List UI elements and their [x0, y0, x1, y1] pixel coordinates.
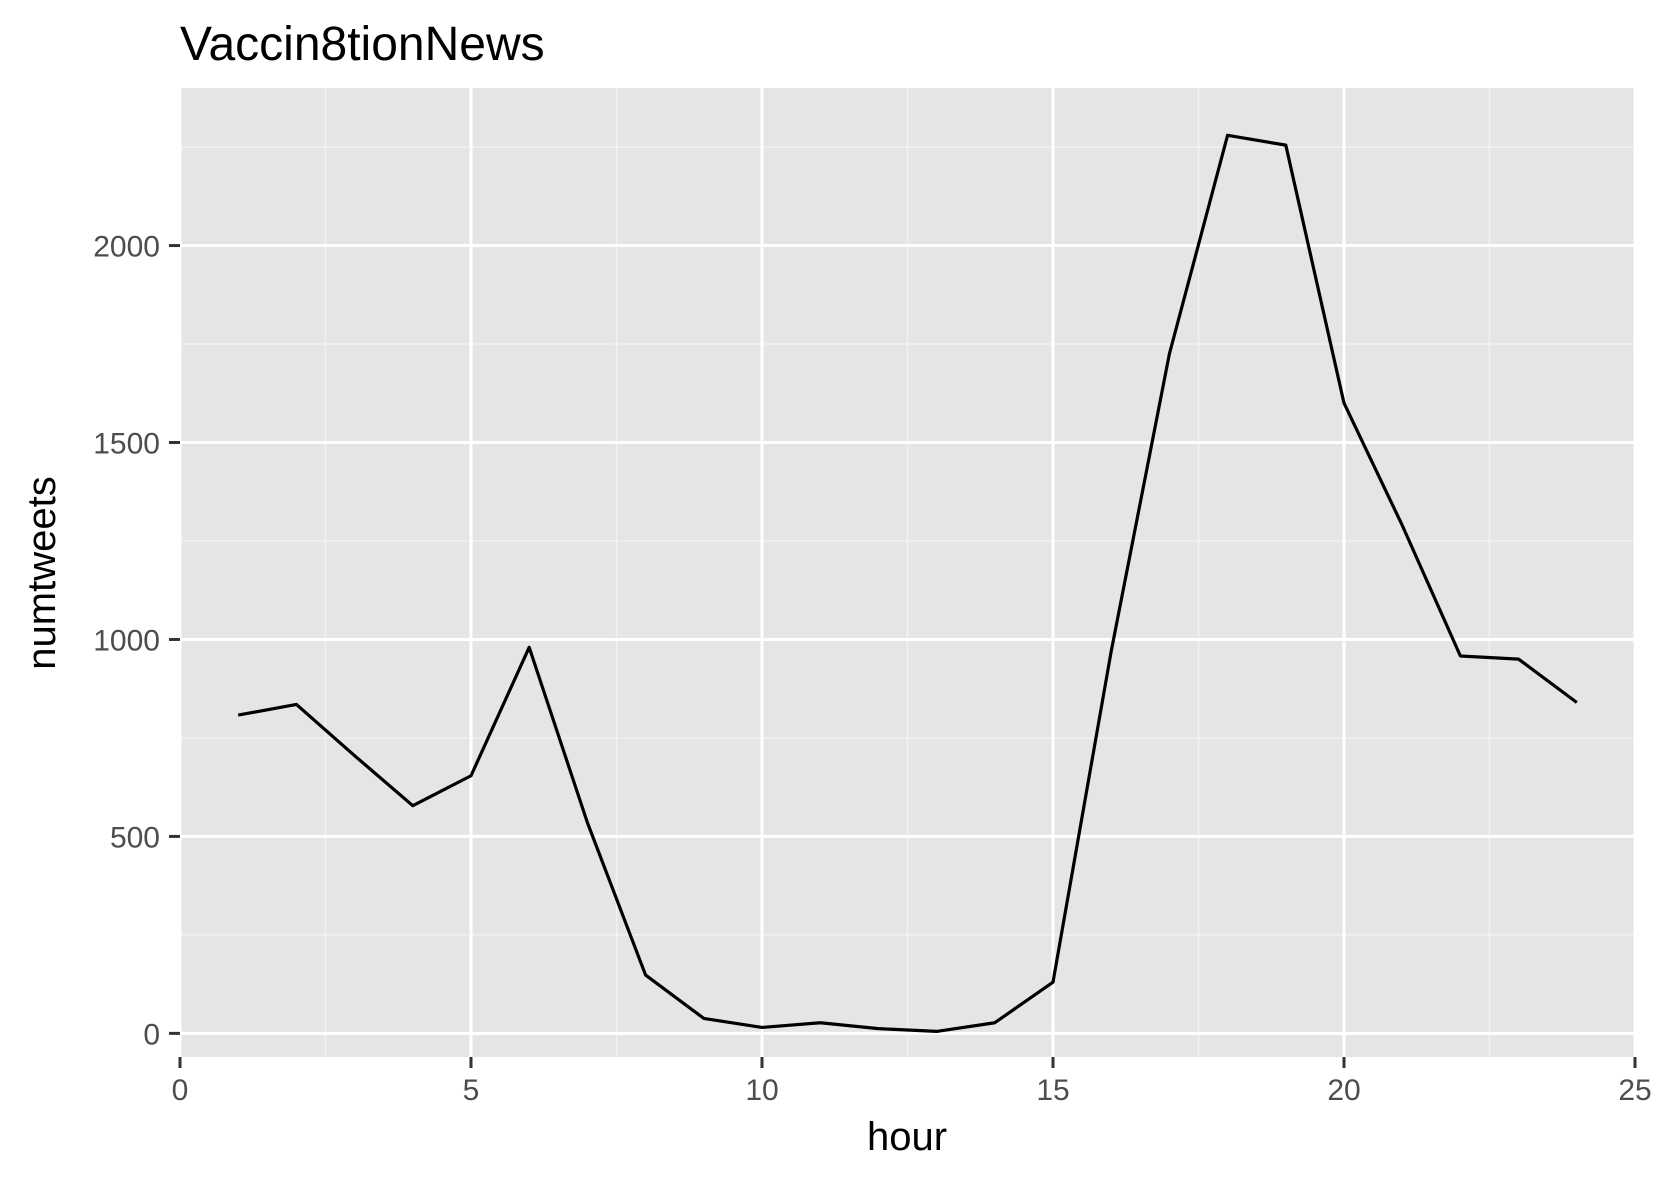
- y-axis-title: numtweets: [20, 476, 64, 669]
- y-tick-label: 1000: [93, 624, 160, 657]
- x-axis-title: hour: [867, 1115, 947, 1159]
- y-tick-label: 1500: [93, 428, 160, 461]
- x-tick-label: 0: [172, 1074, 189, 1107]
- y-tick-label: 2000: [93, 231, 160, 264]
- y-axis: 0 500 1000 1500 2000: [93, 231, 180, 1052]
- chart-title: Vaccin8tionNews: [180, 18, 545, 71]
- x-tick-label: 25: [1618, 1074, 1651, 1107]
- x-axis: 0 5 10 15 20 25: [172, 1057, 1652, 1107]
- x-tick-label: 5: [463, 1074, 480, 1107]
- x-tick-label: 20: [1327, 1074, 1360, 1107]
- x-tick-label: 15: [1036, 1074, 1069, 1107]
- y-tick-label: 500: [110, 821, 160, 854]
- x-tick-label: 10: [745, 1074, 778, 1107]
- y-tick-label: 0: [143, 1018, 160, 1051]
